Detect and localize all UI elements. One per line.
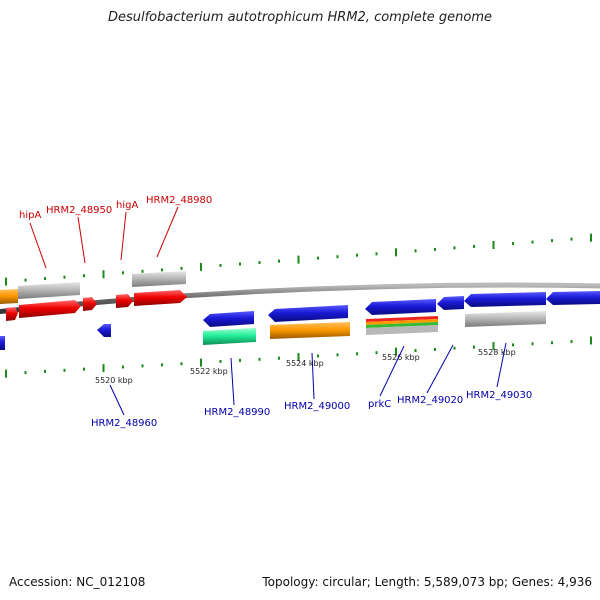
gene-label-HRM2_49030[interactable]: HRM2_49030 [466, 390, 532, 401]
gene-label-HRM2_48980[interactable]: HRM2_48980 [146, 195, 212, 206]
gene-label-HRM2_48960[interactable]: HRM2_48960 [91, 418, 157, 429]
gene-blue-HRM2_48990[interactable] [203, 311, 254, 327]
gene-grey-2[interactable] [132, 271, 186, 287]
gene-red-1[interactable] [6, 307, 18, 321]
forward-strand-features [0, 271, 187, 321]
lower-gene-labels: HRM2_48960 HRM2_48990 HRM2_49000 prkC HR… [91, 342, 532, 429]
gene-blue-prkC[interactable] [365, 299, 436, 315]
gene-green-orf[interactable] [203, 328, 256, 345]
gene-label-HRM2_48950[interactable]: HRM2_48950 [46, 205, 112, 216]
gene-blue-HRM2_49030[interactable] [464, 292, 546, 307]
gene-multicolor-prkC[interactable] [366, 316, 438, 335]
accession-label: Accession: NC_012108 [9, 575, 146, 589]
gene-blue-HRM2_49020[interactable] [437, 296, 464, 310]
gene-orange-fragment[interactable] [0, 289, 18, 304]
gene-label-HRM2_48990[interactable]: HRM2_48990 [204, 407, 270, 418]
upper-gene-labels: hipA HRM2_48950 higA HRM2_48980 [19, 195, 212, 269]
gene-blue-fragment[interactable] [0, 336, 5, 350]
gene-label-higA[interactable]: higA [116, 200, 138, 211]
gene-red-HRM2_48980[interactable] [134, 290, 187, 306]
gene-orange-orf[interactable] [270, 322, 350, 339]
upper-scale-ticks [5, 233, 592, 286]
gene-label-HRM2_49020[interactable]: HRM2_49020 [397, 395, 463, 406]
gene-label-hipA[interactable]: hipA [19, 210, 41, 221]
gene-label-prkC[interactable]: prkC [368, 399, 391, 410]
scale-label-5528: 5528 kbp [478, 348, 516, 357]
gene-blue-edge[interactable] [546, 291, 600, 305]
scale-label-5526: 5526 kbp [382, 353, 420, 362]
reverse-strand-features [0, 291, 600, 350]
gene-blue-HRM2_48960[interactable] [97, 324, 111, 337]
gene-red-hipA[interactable] [19, 300, 81, 318]
gene-blue-HRM2_49000[interactable] [268, 305, 348, 322]
gene-label-HRM2_49000[interactable]: HRM2_49000 [284, 401, 350, 412]
scale-label-5520: 5520 kbp [95, 376, 133, 385]
gene-grey-1[interactable] [18, 282, 80, 299]
genome-backbone [0, 282, 600, 314]
gene-red-higA[interactable] [116, 294, 133, 308]
scale-label-5524: 5524 kbp [286, 359, 324, 368]
scale-label-5522: 5522 kbp [190, 367, 228, 376]
lower-scale-ticks [5, 336, 592, 378]
gene-grey-orf[interactable] [465, 311, 546, 327]
gene-red-HRM2_48950[interactable] [83, 297, 97, 311]
genome-summary: Topology: circular; Length: 5,589,073 bp… [262, 575, 592, 589]
map-title: Desulfobacterium autotrophicum HRM2, com… [107, 10, 493, 25]
